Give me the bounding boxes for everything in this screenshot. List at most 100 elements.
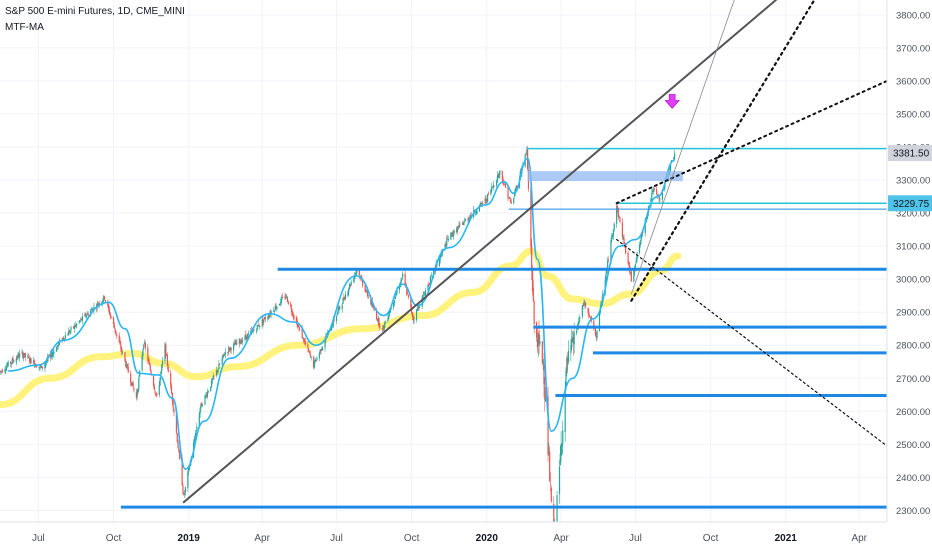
candle-body (286, 297, 289, 303)
candle-body (549, 484, 552, 486)
candle-body (570, 344, 572, 353)
candle-body (461, 222, 463, 224)
candle (12, 355, 14, 364)
candle (560, 431, 562, 463)
dotted-trend-line (615, 79, 888, 205)
candle (257, 324, 259, 327)
candle-body (429, 276, 432, 284)
candle (499, 170, 501, 179)
candle (127, 362, 129, 374)
candle-body (457, 227, 459, 229)
price-tick-label: 2600.00 (896, 407, 930, 418)
candle-body (455, 228, 458, 233)
candle (541, 340, 543, 365)
candle-body (547, 396, 549, 455)
candle (280, 296, 282, 307)
candle-body (175, 412, 178, 433)
candle (347, 290, 349, 298)
candle-body (124, 352, 126, 361)
candle (215, 366, 218, 378)
candle (578, 314, 580, 325)
candle-body (315, 360, 317, 362)
candle-body (611, 236, 613, 240)
candle (629, 271, 632, 276)
candle (152, 374, 155, 389)
candle-body (656, 189, 658, 195)
candle (80, 316, 82, 323)
candle-body (622, 237, 624, 238)
candle (455, 226, 458, 234)
candle-body (172, 401, 174, 409)
candle (584, 300, 586, 306)
candle (55, 346, 57, 353)
candle-body (393, 300, 396, 304)
candle (193, 435, 195, 444)
candle-body (280, 298, 282, 305)
candle-body (573, 332, 575, 345)
candle-body (53, 351, 55, 354)
candle-body (388, 314, 390, 319)
candle (659, 197, 661, 204)
candle-body (451, 232, 454, 237)
candle (115, 331, 117, 337)
candle (5, 365, 7, 375)
symbol-title[interactable]: S&P 500 E-mini Futures, 1D, CME_MINI (5, 6, 185, 17)
candle-body (23, 355, 25, 359)
candle-body (652, 188, 655, 193)
candle-body (267, 316, 269, 319)
candle-body (130, 373, 132, 383)
candle-body (421, 296, 423, 307)
candle (119, 337, 121, 346)
candle (313, 359, 316, 369)
candle-body (387, 317, 389, 321)
candle-body (120, 344, 122, 350)
candle-body (274, 305, 276, 311)
candle (290, 301, 292, 310)
candle-body (447, 238, 450, 241)
candle (304, 337, 307, 347)
price-label-box (888, 195, 932, 212)
candle (589, 314, 591, 318)
candle-body (213, 375, 215, 377)
candle-body (316, 357, 318, 361)
candle (353, 277, 355, 283)
candle (67, 333, 69, 336)
candle (11, 356, 13, 365)
candle (0, 370, 2, 376)
candle-body (5, 369, 7, 371)
candle-body (108, 309, 111, 315)
candle (118, 332, 120, 343)
candle (322, 346, 324, 351)
candle-body (179, 451, 181, 460)
candle (210, 378, 213, 388)
ma-fast-line (8, 157, 676, 470)
candle (536, 326, 539, 353)
candle-body (264, 317, 267, 320)
candle-body (143, 342, 146, 345)
candle-body (98, 303, 100, 305)
candle (57, 344, 59, 347)
candle (457, 226, 459, 230)
candle-body (29, 357, 31, 362)
candle-body (178, 449, 180, 452)
candle (343, 293, 345, 301)
indicator-label[interactable]: MTF-MA (5, 22, 44, 33)
candle (245, 330, 247, 340)
candle (216, 369, 218, 376)
candle-body (87, 313, 89, 316)
candle (107, 299, 109, 308)
candle (639, 239, 641, 248)
candle (172, 400, 174, 412)
candle-body (581, 305, 583, 317)
candle-body (423, 293, 425, 295)
candle-body (103, 295, 105, 301)
candle (651, 188, 654, 195)
candle-body (485, 198, 487, 201)
time-tick-label: Oct (703, 533, 719, 544)
candle (491, 186, 494, 189)
candle (585, 301, 587, 309)
candle (18, 351, 20, 358)
candle (304, 338, 306, 345)
candle (279, 302, 281, 306)
